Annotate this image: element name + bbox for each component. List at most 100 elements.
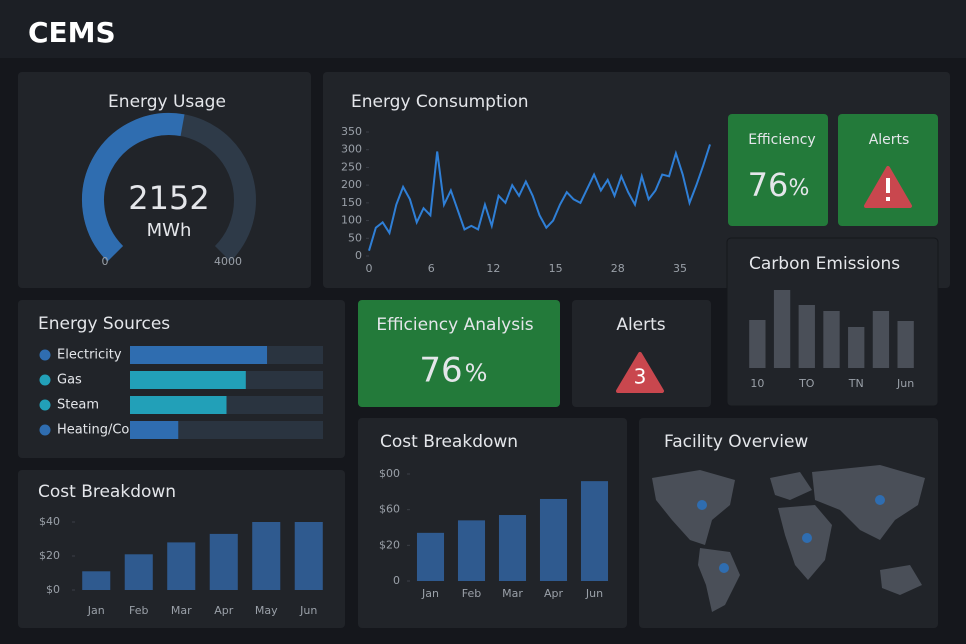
bar: [209, 533, 238, 590]
x-tick-label: 6: [428, 262, 435, 275]
x-tick-label: 15: [549, 262, 563, 275]
x-tick-label: Apr: [544, 587, 564, 600]
y-tick-label: $20: [39, 549, 60, 562]
x-tick-label: 28: [611, 262, 625, 275]
x-tick-label: Jan: [421, 587, 439, 600]
legend-dot: [39, 399, 51, 411]
panel-title: Energy Usage: [108, 92, 226, 112]
legend-dot: [39, 374, 51, 386]
y-tick-label: 50: [348, 231, 362, 244]
x-tick-label: 35: [673, 262, 687, 275]
legend-dot: [39, 349, 51, 361]
card-unit: %: [789, 176, 810, 201]
panel-title: Cost Breakdown: [38, 482, 176, 502]
y-tick-label: $0: [46, 583, 60, 596]
y-tick-label: 100: [341, 214, 362, 227]
bar: [749, 320, 766, 368]
alert-icon: [616, 352, 664, 393]
map-land: [812, 465, 925, 540]
bar: [416, 532, 445, 581]
map-marker: [697, 500, 707, 510]
y-tick-label: 300: [341, 143, 362, 156]
bar: [872, 311, 890, 368]
header-bar: [0, 0, 966, 58]
line: [368, 144, 711, 251]
x-tick-label: Jun: [896, 377, 914, 390]
x-tick-label: May: [255, 604, 278, 617]
y-tick-label: 350: [341, 125, 362, 138]
x-tick-label: TN: [848, 377, 864, 390]
legend-label: Steam: [57, 398, 99, 413]
gauge-min: 0: [102, 255, 109, 268]
card-title: Alerts: [869, 132, 910, 148]
gauge-value-label: 2152: [128, 179, 209, 217]
map-marker: [875, 495, 885, 505]
x-tick-label: Jan: [87, 604, 105, 617]
y-tick-label: 0: [355, 249, 362, 262]
bar: [130, 371, 246, 389]
x-tick-label: Feb: [129, 604, 148, 617]
gauge-max: 4000: [214, 255, 242, 268]
map-land: [652, 470, 735, 545]
card-unit: %: [465, 359, 488, 387]
world-map: [652, 465, 925, 612]
bar: [130, 396, 227, 414]
bar: [798, 305, 815, 368]
x-tick-label: TO: [798, 377, 815, 390]
bar: [294, 522, 323, 590]
panel-title: Energy Consumption: [351, 92, 529, 112]
x-tick-label: Mar: [171, 604, 192, 617]
bar: [167, 542, 196, 590]
alert-icon-mark: [886, 178, 890, 193]
map-land: [880, 565, 922, 595]
panel-title: Facility Overview: [664, 432, 808, 452]
bar: [773, 290, 791, 368]
y-tick-label: $00: [379, 467, 400, 480]
app-title: CEMS: [28, 16, 116, 49]
x-tick-label: Feb: [462, 587, 481, 600]
x-tick-label: Apr: [214, 604, 234, 617]
x-tick-label: Mar: [502, 587, 523, 600]
bar: [457, 520, 486, 581]
y-tick-label: $20: [379, 538, 400, 551]
bar: [848, 327, 865, 368]
map-land: [770, 472, 812, 500]
bar: [539, 498, 568, 581]
x-tick-label: Jun: [585, 587, 603, 600]
alert-count: 3: [634, 365, 647, 389]
map-land: [698, 548, 740, 612]
y-tick-label: 150: [341, 196, 362, 209]
x-tick-label: 12: [486, 262, 500, 275]
map-marker: [719, 563, 729, 573]
y-tick-label: $40: [39, 515, 60, 528]
bar: [130, 346, 268, 364]
y-tick-label: 250: [341, 160, 362, 173]
card-value: 76: [748, 166, 789, 204]
card-title: Efficiency Analysis: [376, 315, 533, 335]
panel-title: Energy Sources: [38, 314, 170, 334]
card-title: Alerts: [616, 315, 665, 335]
bar: [823, 311, 840, 368]
bar: [130, 421, 179, 439]
x-tick-label: Jun: [299, 604, 317, 617]
legend-label: Electricity: [57, 348, 122, 363]
y-tick-label: 0: [393, 574, 400, 587]
gauge-unit: MWh: [147, 220, 192, 241]
x-tick-label: 10: [750, 377, 764, 390]
bar: [82, 571, 111, 590]
x-tick-label: 0: [366, 262, 373, 275]
map-marker: [802, 533, 812, 543]
bar: [897, 321, 914, 368]
bar: [580, 481, 609, 581]
legend-label: Gas: [57, 373, 82, 388]
card-value: 76: [419, 351, 462, 391]
y-tick-label: 200: [341, 178, 362, 191]
bar: [124, 554, 153, 590]
panel-title: Carbon Emissions: [749, 254, 900, 274]
legend-dot: [39, 424, 51, 436]
alert-icon-mark: [886, 197, 890, 201]
card-title: Efficiency: [748, 132, 815, 148]
efficiency-card: [728, 114, 828, 226]
